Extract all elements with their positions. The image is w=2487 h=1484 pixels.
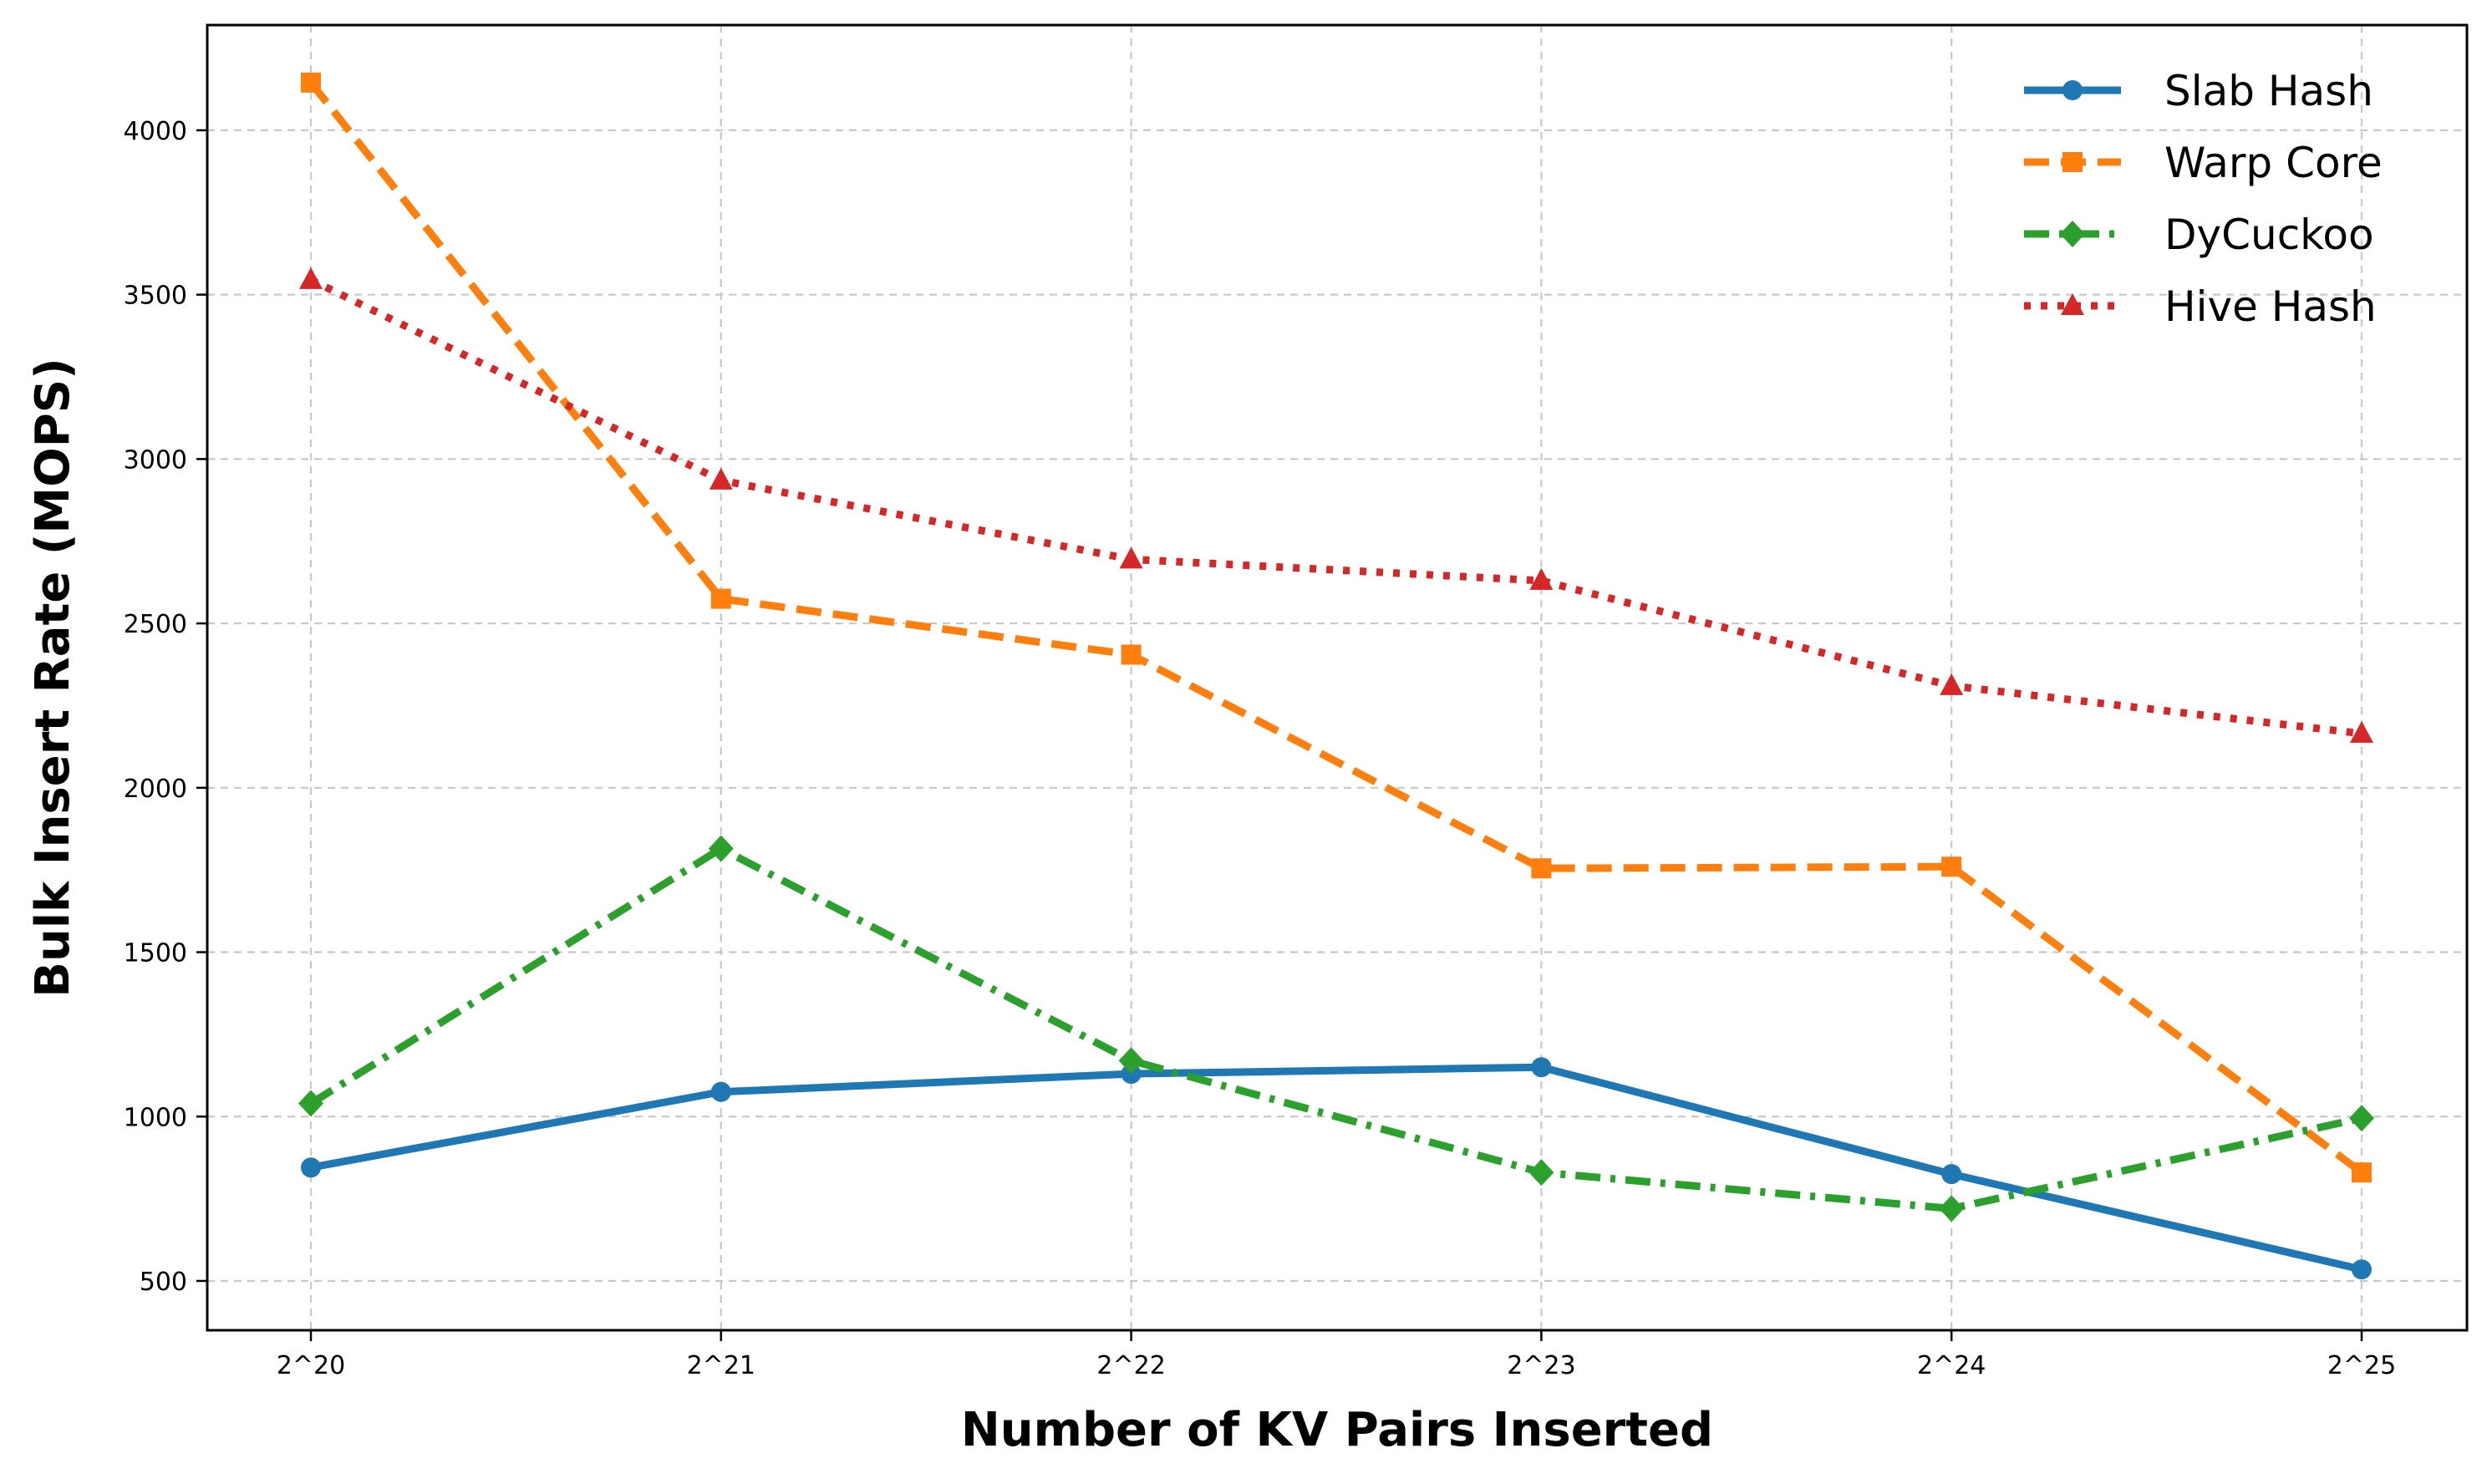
y-tick-label: 2000 [124,775,187,804]
data-point-warp-core [2352,1162,2372,1183]
data-point-warp-core [301,72,321,93]
legend-label-hive-hash: Hive Hash [2164,282,2377,331]
plot-frame [206,23,2469,1332]
y-tick-label: 4000 [124,117,187,146]
legend-marker-slab-hash [2062,80,2083,100]
data-point-slab-hash [1941,1164,1962,1185]
legend-marker-dycuckoo [2060,221,2085,247]
y-tick-label: 1500 [124,939,187,968]
x-tick-label: 2^23 [1507,1351,1575,1380]
data-point-slab-hash [2352,1259,2372,1280]
series-lines [308,80,2364,1273]
y-tick-label: 2500 [124,610,187,639]
series-line-hive-hash [309,276,2362,738]
data-point-hive-hash [299,267,323,289]
x-tick-label: 2^22 [1096,1351,1165,1380]
x-tick-label: 2^21 [687,1351,755,1380]
legend-marker-hive-hash [2061,293,2084,315]
series-line-dycuckoo [308,845,2362,1212]
legend-label-warp-core: Warp Core [2164,139,2383,187]
data-point-warp-core [710,588,731,609]
series-line-warp-core [308,80,2364,1176]
data-point-dycuckoo [1939,1195,1965,1222]
legend: Slab Hash Warp Core DyCuckoo Hive Hash [2024,67,2383,331]
x-tick-label: 2^24 [1917,1351,1986,1380]
y-tick-label: 3500 [124,282,187,311]
data-point-slab-hash [710,1081,731,1102]
series-line-slab-hash [310,1063,2363,1273]
data-point-hive-hash [1529,567,1554,590]
y-tick-label: 500 [140,1268,187,1297]
x-axis-label: Number of KV Pairs Inserted [961,1403,1713,1457]
legend-marker-warp-core [2062,152,2083,172]
y-axis-label: Bulk Insert Rate (MOPS) [26,358,80,997]
data-point-dycuckoo [2349,1105,2374,1132]
data-point-dycuckoo [708,835,734,862]
data-point-slab-hash [301,1157,321,1178]
y-tick-label: 1000 [124,1103,187,1132]
legend-label-dycuckoo: DyCuckoo [2164,211,2374,259]
data-point-hive-hash [1119,546,1143,569]
data-point-warp-core [1531,858,1552,879]
x-tick-label: 2^25 [2327,1351,2396,1380]
y-tick-label: 3000 [124,445,187,475]
x-tick-label: 2^20 [277,1351,345,1380]
data-point-hive-hash [709,467,733,490]
data-point-dycuckoo [1118,1047,1144,1075]
axis-ticks [196,129,2363,1341]
legend-label-slab-hash: Slab Hash [2164,67,2373,115]
data-point-hive-hash [1940,673,1964,695]
data-point-warp-core [1121,644,1142,665]
data-point-hive-hash [2350,720,2373,743]
data-point-warp-core [1941,856,1962,877]
series-markers [298,72,2374,1280]
data-point-dycuckoo [1528,1159,1554,1187]
axis-tick-labels: 2^20 2^21 2^22 2^23 2^24 2^25 500 1000 1500 2000 2… [124,117,2397,1380]
data-point-dycuckoo [298,1090,323,1117]
data-point-slab-hash [1531,1057,1552,1078]
